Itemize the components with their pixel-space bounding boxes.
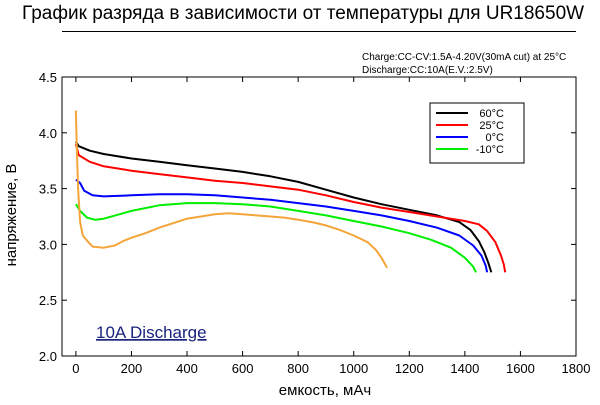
x-tick-label: 600: [232, 361, 254, 376]
x-axis-label: емкость, мАч: [279, 382, 371, 399]
x-tick-label: 0: [72, 361, 79, 376]
x-axis: 0 200 400 600 800 1000 1200 1400 1600 1800: [72, 77, 590, 376]
y-tick-label: 3.5: [39, 182, 57, 197]
y-tick-label: 2.5: [39, 293, 57, 308]
x-tick-label: 800: [287, 361, 309, 376]
chart-title: График разряда в зависимости от температ…: [22, 3, 585, 24]
y-tick-label: 3.0: [39, 237, 57, 252]
series-line-1: [74, 143, 507, 273]
series-line-2: [75, 178, 489, 273]
legend-label: -10°C: [476, 144, 504, 156]
x-tick-label: 1600: [506, 361, 535, 376]
y-tick-label: 4.0: [39, 126, 57, 141]
plot-frame: [61, 76, 577, 357]
y-tick-label: 2.0: [39, 349, 57, 364]
legend: 60°C25°C0°C-10°C: [429, 102, 525, 164]
charge-condition-label: Charge:CC-CV:1.5A-4.20V(30mA cut) at 25°…: [362, 52, 566, 63]
discharge-condition-label: Discharge:CC:10A(E.V.:2.5V): [362, 65, 493, 76]
series-lines: [74, 110, 507, 273]
x-tick-label: 1000: [339, 361, 368, 376]
title-underline: [62, 31, 576, 32]
legend-label: 0°C: [486, 132, 505, 144]
series-line-3: [75, 202, 477, 273]
legend-label: 25°C: [479, 120, 504, 132]
legend-label: 60°C: [479, 108, 504, 120]
x-tick-label: 400: [176, 361, 198, 376]
y-axis-label: напряжение, В: [3, 164, 20, 267]
discharge-rate-annotation: 10A Discharge: [96, 323, 207, 342]
x-tick-label: 1400: [450, 361, 479, 376]
plot-area: [61, 76, 577, 357]
series-line-0: [75, 141, 493, 273]
series-line-4: [74, 110, 388, 269]
y-tick-label: 4.5: [39, 70, 57, 85]
x-tick-label: 200: [121, 361, 143, 376]
x-tick-label: 1200: [395, 361, 424, 376]
y-axis: 2.0 2.5 3.0 3.5 4.0 4.5: [39, 70, 576, 364]
x-tick-label: 1800: [562, 361, 591, 376]
